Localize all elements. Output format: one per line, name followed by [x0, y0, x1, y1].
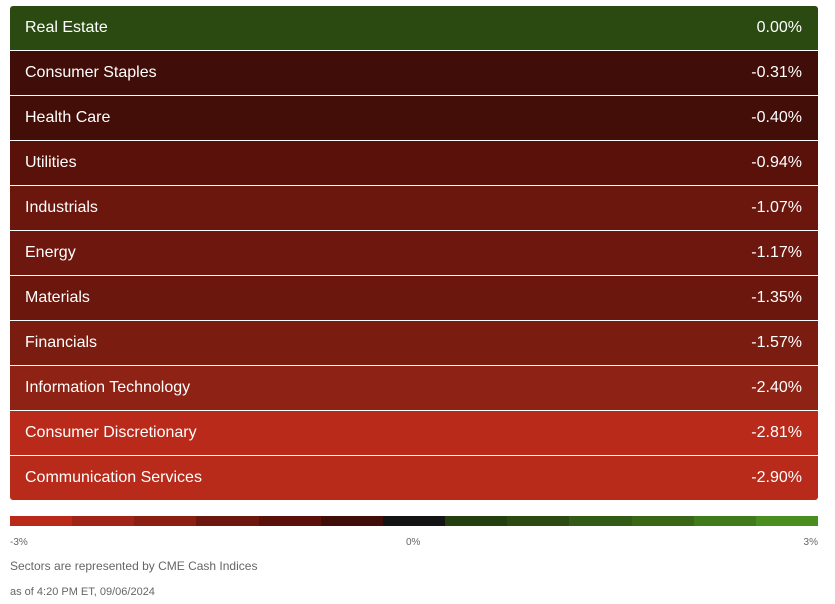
sector-name: Consumer Discretionary [25, 424, 197, 441]
scale-mid-label: 0% [406, 537, 421, 548]
scale-segment [134, 516, 197, 526]
source-note: Sectors are represented by CME Cash Indi… [10, 559, 258, 573]
sector-change-value: -0.94% [751, 154, 802, 171]
sector-row[interactable]: Financials -1.57% [10, 321, 818, 366]
scale-segment [10, 516, 73, 526]
sector-row[interactable]: Energy -1.17% [10, 231, 818, 276]
sector-change-value: -2.81% [751, 424, 802, 441]
sector-row[interactable]: Industrials -1.07% [10, 186, 818, 231]
scale-segment [382, 516, 446, 526]
sector-performance-list: Real Estate 0.00% Consumer Staples -0.31% He… [10, 6, 818, 500]
timestamp-note: as of 4:20 PM ET, 09/06/2024 [10, 586, 155, 598]
sector-row[interactable]: Health Care -0.40% [10, 96, 818, 141]
sector-change-value: -1.35% [751, 289, 802, 306]
sector-change-value: 0.00% [756, 19, 802, 36]
sector-change-value: -1.17% [751, 244, 802, 261]
scale-segment [320, 516, 383, 526]
sector-name: Health Care [25, 109, 111, 126]
sector-row[interactable]: Real Estate 0.00% [10, 6, 818, 51]
sector-row[interactable]: Information Technology -2.40% [10, 366, 818, 411]
sector-change-value: -0.40% [751, 109, 802, 126]
sector-row[interactable]: Consumer Discretionary -2.81% [10, 411, 818, 456]
scale-segment [445, 516, 508, 526]
sector-name: Industrials [25, 199, 98, 216]
scale-segment [569, 516, 632, 526]
sector-name: Information Technology [25, 379, 191, 396]
sector-change-value: -1.57% [751, 334, 802, 351]
sector-row[interactable]: Materials -1.35% [10, 276, 818, 321]
sector-change-value: -1.07% [751, 199, 802, 216]
sector-change-value: -2.90% [751, 469, 802, 486]
scale-segment [631, 516, 694, 526]
color-scale-legend [10, 516, 819, 526]
scale-min-label: -3% [10, 537, 28, 548]
sector-change-value: -2.40% [751, 379, 802, 396]
scale-segment [196, 516, 259, 526]
sector-name: Materials [25, 289, 90, 306]
sector-name: Utilities [25, 154, 77, 171]
sector-row[interactable]: Communication Services -2.90% [10, 456, 818, 500]
scale-segment [258, 516, 321, 526]
scale-max-label: 3% [803, 537, 818, 548]
sector-row[interactable]: Utilities -0.94% [10, 141, 818, 186]
sector-name: Energy [25, 244, 76, 261]
sector-row[interactable]: Consumer Staples -0.31% [10, 51, 818, 96]
scale-segment [693, 516, 756, 526]
scale-segment [72, 516, 135, 526]
sector-name: Financials [25, 334, 98, 351]
sector-name: Consumer Staples [25, 64, 157, 81]
sector-name: Communication Services [25, 469, 202, 486]
sector-name: Real Estate [25, 19, 108, 36]
scale-segment [755, 516, 819, 526]
scale-segment [507, 516, 570, 526]
sector-change-value: -0.31% [751, 64, 802, 81]
